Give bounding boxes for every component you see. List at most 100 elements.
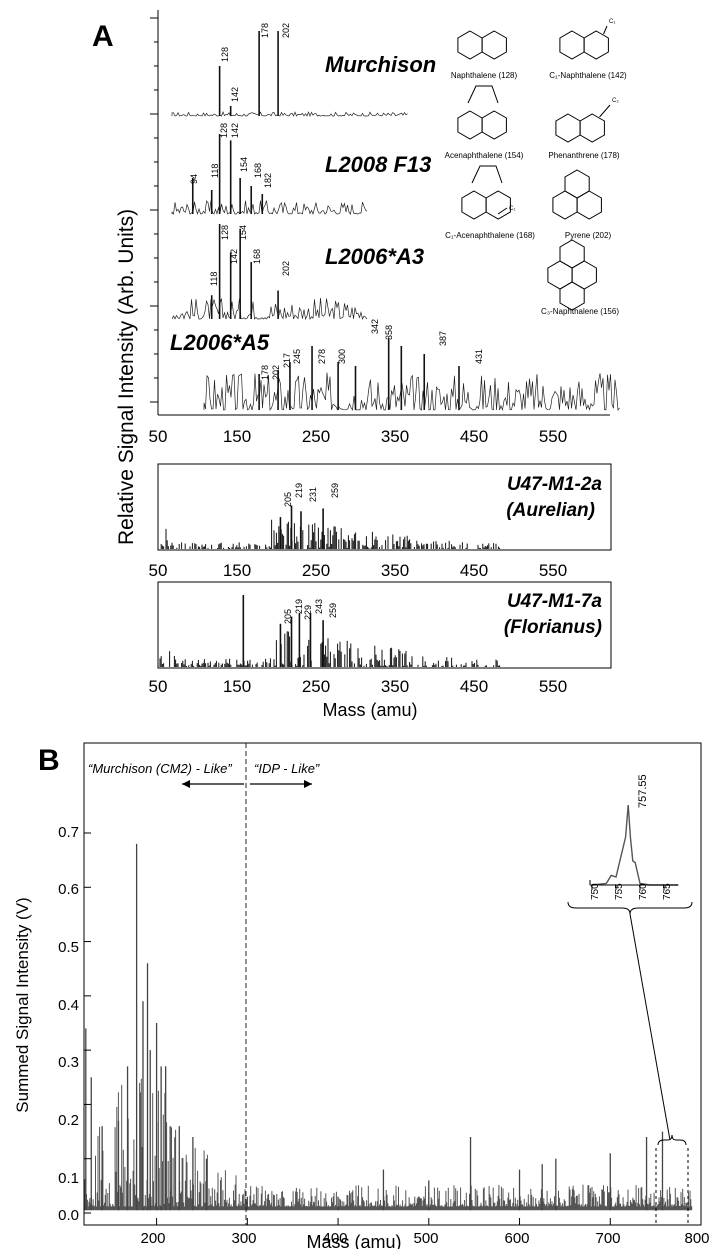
subpanel-aurelian-subtitle: (Aurelian)	[506, 500, 595, 521]
substituent-bond	[599, 104, 611, 118]
spectrum-bars	[160, 519, 501, 549]
substituent-bond	[497, 207, 508, 215]
subpanel-florianus-frame	[157, 581, 612, 669]
x-tick-label: 550	[539, 561, 567, 580]
molecule-label-pyrene: Pyrene (202)	[565, 231, 612, 240]
x-tick-label: 450	[460, 427, 488, 446]
spectrum-bars	[159, 631, 501, 667]
peak-label: 205	[283, 492, 293, 507]
x-tick-label: 450	[460, 561, 488, 580]
zoom-brace	[657, 1134, 687, 1146]
molecule-ring	[571, 260, 597, 290]
x-tick-label: 50	[149, 427, 168, 446]
x-tick-label: 250	[302, 427, 330, 446]
molecule-ring	[583, 30, 609, 60]
x-tick-label: 50	[149, 561, 168, 580]
x-tick-label: 350	[381, 427, 409, 446]
peak-label: 300	[337, 349, 347, 364]
spectrum-trace	[203, 372, 620, 412]
summed-spectrum	[84, 1078, 693, 1211]
arrow-left-head	[182, 780, 190, 788]
spectra-traces	[84, 31, 693, 1211]
peak-label: 178	[260, 23, 270, 38]
peak-label: 431	[474, 349, 484, 364]
peak-label: 217	[282, 353, 292, 368]
peak-label: 259	[328, 603, 338, 618]
peak-label: 205	[283, 609, 293, 624]
substituent-label: C₁	[609, 19, 615, 25]
annotation-idp-like: “IDP - Like”	[254, 761, 320, 776]
y-tick-label: 0.7	[58, 824, 79, 841]
panel-a-y-ticks	[150, 17, 158, 403]
subpanel-florianus-title: U47-M1-7a	[507, 591, 602, 612]
annotation-murchison-like: “Murchison (CM2) - Like”	[88, 761, 232, 776]
peak-label: 243	[314, 599, 324, 614]
x-tick-label: 600	[504, 1230, 529, 1247]
molecule-ring	[552, 190, 578, 220]
x-tick-label: 250	[302, 677, 330, 696]
peak-label: 259	[330, 483, 340, 498]
x-tick-label: 150	[223, 677, 251, 696]
y-tick-label: 0.0	[58, 1207, 79, 1224]
x-tick-label: 150	[223, 427, 251, 446]
y-tick-label: 0.4	[58, 997, 79, 1014]
inset-plot	[589, 804, 679, 890]
y-tick-label: 0.3	[58, 1054, 79, 1071]
panel-b-ticks	[84, 832, 702, 1225]
peak-label: 387	[438, 331, 448, 346]
peak-label: 182	[263, 173, 273, 188]
peak-label: 142	[230, 123, 240, 138]
x-tick-label: 350	[381, 561, 409, 580]
peak-label: 178	[260, 365, 270, 380]
peak-label: 168	[253, 163, 263, 178]
five-ring	[467, 85, 499, 104]
peak-label: 168	[252, 249, 262, 264]
peak-label: 118	[210, 164, 220, 178]
molecule-ring	[559, 30, 585, 60]
y-tick-label: 0.2	[58, 1112, 79, 1129]
spectrum-title-l2006-a3: L2006*A3	[325, 244, 424, 269]
spectrum-title-l2006-a5: L2006*A5	[170, 330, 270, 355]
panel-b-frame	[83, 742, 702, 1226]
inset-x-tick-label: 765	[662, 883, 673, 900]
y-tick-label: 0.1	[58, 1170, 79, 1187]
panel-a-letter: A	[92, 20, 114, 53]
peak-label: 202	[271, 365, 281, 380]
x-tick-label: 450	[460, 677, 488, 696]
substituent-label: C₂	[612, 98, 619, 104]
x-tick-label: 400	[322, 1230, 347, 1247]
molecule-ring	[481, 110, 507, 140]
peak-label: 128	[220, 47, 230, 62]
molecule-ring	[559, 239, 585, 269]
molecule-label-phenanthrene: Phenanthrene (178)	[548, 151, 620, 160]
molecule-ring	[555, 113, 581, 143]
peak-label: 202	[281, 261, 291, 276]
peak-label: 142	[230, 87, 240, 102]
molecule-ring	[547, 260, 573, 290]
spectrum-title-l2008-f13: L2008 F13	[325, 152, 431, 177]
molecule-ring	[457, 110, 483, 140]
peak-label: 342	[370, 319, 380, 334]
peak-label: 154	[238, 225, 248, 240]
peak-label: 219	[294, 483, 304, 498]
x-tick-label: 500	[413, 1230, 438, 1247]
inset-pointer-line	[629, 913, 671, 1141]
molecule-ring	[457, 30, 483, 60]
x-tick-label: 350	[381, 677, 409, 696]
subpanel-aurelian-frame	[157, 463, 612, 551]
peak-label: 278	[317, 349, 327, 364]
peak-label: 142	[229, 249, 239, 264]
y-tick-label: 0.5	[58, 939, 79, 956]
molecule-ring	[576, 190, 602, 220]
panel-b-letter: B	[38, 744, 60, 777]
peak-label: 245	[292, 349, 302, 364]
panel-b-x-label: Mass (amu)	[306, 1232, 401, 1249]
molecule-ring	[485, 190, 511, 220]
five-ring	[471, 165, 503, 184]
peak-label: 231	[308, 487, 318, 502]
inset-brace	[567, 901, 693, 915]
molecule-ring	[559, 281, 585, 311]
inset-x-tick-label: 755	[614, 883, 625, 900]
molecule-ring	[481, 30, 507, 60]
